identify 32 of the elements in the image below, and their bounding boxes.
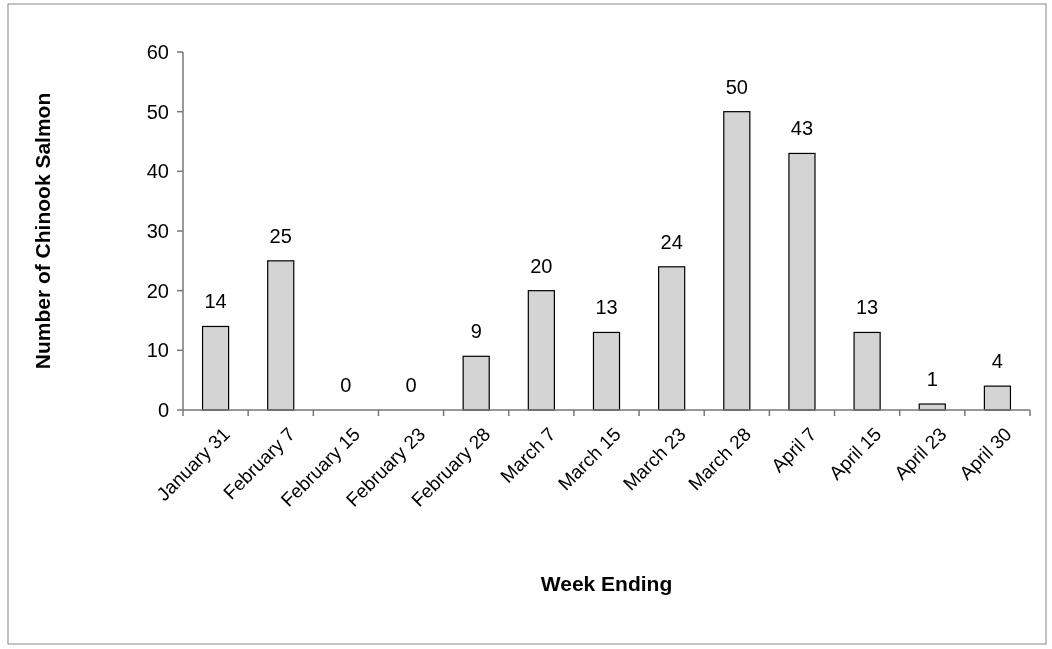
y-tick-label: 60 bbox=[146, 41, 169, 63]
y-tick-label: 10 bbox=[146, 339, 169, 362]
data-label: 0 bbox=[340, 374, 352, 396]
data-label: 14 bbox=[204, 290, 227, 313]
bar bbox=[462, 355, 490, 411]
data-label: 13 bbox=[595, 296, 618, 319]
data-label: 50 bbox=[725, 75, 748, 98]
bar bbox=[592, 331, 621, 411]
bar bbox=[853, 331, 881, 411]
data-label: 9 bbox=[470, 320, 482, 343]
x-axis-title: Week Ending bbox=[540, 572, 673, 595]
data-label: 4 bbox=[991, 350, 1003, 373]
bar bbox=[527, 290, 555, 411]
bar bbox=[267, 260, 295, 411]
bar bbox=[723, 111, 751, 411]
data-label: 20 bbox=[530, 254, 553, 277]
bar bbox=[983, 385, 1012, 411]
y-tick-label: 40 bbox=[146, 160, 169, 183]
y-tick-label: 30 bbox=[146, 220, 169, 242]
bar bbox=[788, 152, 816, 411]
y-axis-title: Number of Chinook Salmon bbox=[31, 92, 54, 370]
y-tick-label: 50 bbox=[146, 100, 169, 123]
y-tick-label: 0 bbox=[157, 399, 169, 421]
data-label: 25 bbox=[269, 224, 292, 247]
data-label: 13 bbox=[855, 296, 879, 319]
data-label: 24 bbox=[660, 230, 683, 253]
y-tick-label: 20 bbox=[146, 279, 169, 302]
data-label: 1 bbox=[926, 368, 938, 391]
data-label: 43 bbox=[790, 117, 814, 140]
bar bbox=[201, 325, 230, 411]
data-label: 0 bbox=[405, 374, 417, 396]
bar bbox=[658, 266, 686, 411]
